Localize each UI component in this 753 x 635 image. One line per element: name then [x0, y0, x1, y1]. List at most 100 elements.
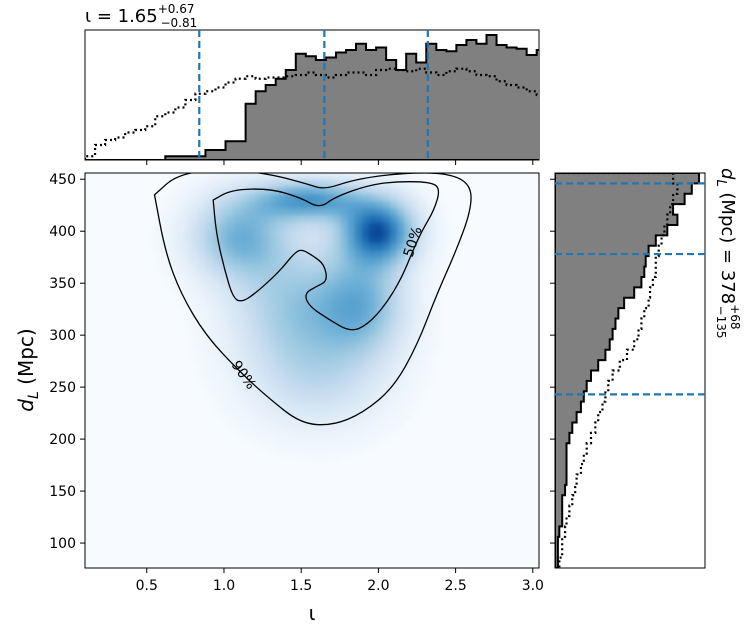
heatmap-cell — [290, 328, 299, 336]
heatmap-cell — [283, 222, 292, 231]
heatmap-cell — [219, 208, 228, 216]
heatmap-cell — [319, 448, 327, 456]
heatmap-cell — [304, 356, 313, 365]
heatmap-cell — [425, 349, 434, 357]
heatmap-cell — [411, 271, 419, 280]
heatmap-cell — [276, 264, 285, 273]
heatmap-cell — [283, 187, 292, 195]
heatmap-cell — [241, 208, 249, 216]
heatmap-cell — [205, 229, 214, 238]
heatmap-cell — [241, 278, 249, 287]
heatmap-cell — [425, 250, 434, 259]
heatmap-cell — [205, 250, 214, 259]
heatmap-cell — [432, 299, 441, 308]
heatmap-cell — [205, 264, 214, 273]
heatmap-cell — [226, 229, 235, 238]
heatmap-cell — [326, 215, 334, 223]
y-tick-label: 450 — [49, 172, 76, 188]
heatmap-cell — [312, 398, 320, 407]
heatmap-cell — [397, 328, 405, 336]
heatmap-cell — [276, 441, 285, 449]
heatmap-cell — [191, 180, 200, 188]
heatmap-cell — [347, 208, 356, 216]
heatmap-cell — [205, 321, 214, 329]
heatmap-cell — [241, 405, 249, 414]
heatmap-cell — [269, 335, 278, 343]
heatmap-cell — [226, 349, 235, 357]
heatmap-cell — [404, 250, 412, 259]
heatmap-cell — [297, 250, 306, 259]
heatmap-cell — [347, 426, 356, 435]
heatmap-cell — [304, 187, 313, 195]
heatmap-cell — [382, 426, 391, 435]
heatmap-cell — [361, 285, 370, 294]
heatmap-cell — [418, 384, 427, 393]
heatmap-cell — [404, 363, 412, 372]
heatmap-cell — [297, 349, 306, 357]
heatmap-cell — [354, 278, 363, 287]
heatmap-cell — [290, 194, 299, 202]
heatmap-cell — [241, 243, 249, 252]
heatmap-cell — [418, 314, 427, 322]
heatmap-cell — [404, 173, 412, 181]
heatmap-cell — [255, 426, 263, 435]
heatmap-cell — [212, 278, 221, 287]
heatmap-cell — [262, 321, 271, 329]
heatmap-cell — [148, 243, 157, 252]
heatmap-cell — [184, 285, 192, 294]
heatmap-cell — [319, 455, 327, 463]
heatmap-cell — [283, 328, 292, 336]
heatmap-cell — [269, 412, 278, 421]
heatmap-cell — [191, 194, 200, 202]
heatmap-cell — [283, 243, 292, 252]
heatmap-cell — [390, 342, 398, 350]
heatmap-cell — [368, 342, 377, 350]
heatmap-cell — [269, 448, 278, 456]
heatmap-cell — [297, 412, 306, 421]
heatmap-cell — [397, 180, 405, 188]
heatmap-cell — [255, 377, 263, 386]
heatmap-cell — [198, 194, 207, 202]
heatmap-cell — [375, 208, 384, 216]
heatmap-cell — [418, 264, 427, 273]
heatmap-cell — [411, 384, 419, 393]
heatmap-cell — [326, 391, 334, 400]
heatmap-cell — [248, 285, 256, 294]
heatmap-cell — [368, 356, 377, 365]
heatmap-cell — [333, 377, 341, 386]
heatmap-cell — [397, 349, 405, 357]
heatmap-cell — [226, 307, 235, 315]
heatmap-cell — [446, 222, 455, 231]
heatmap-cell — [219, 377, 228, 386]
heatmap-cell — [262, 229, 271, 238]
heatmap-cell — [411, 285, 419, 294]
heatmap-cell — [354, 236, 363, 245]
heatmap-cell — [219, 201, 228, 209]
heatmap-cell — [241, 342, 249, 350]
heatmap-cell — [248, 328, 256, 336]
heatmap-cell — [184, 229, 192, 238]
heatmap-cell — [425, 307, 434, 315]
heatmap-cell — [255, 321, 263, 329]
heatmap-cell — [170, 243, 178, 252]
heatmap-cell — [375, 264, 384, 273]
heatmap-cell — [354, 363, 363, 372]
heatmap-cell — [411, 328, 419, 336]
heatmap-cell — [262, 201, 271, 209]
heatmap-cell — [361, 180, 370, 188]
heatmap-cell — [170, 208, 178, 216]
heatmap-cell — [319, 180, 327, 188]
heatmap-cell — [276, 448, 285, 456]
heatmap-cell — [333, 391, 341, 400]
heatmap-cell — [191, 271, 200, 280]
heatmap-cell — [333, 448, 341, 456]
heatmap-cell — [233, 285, 242, 294]
heatmap-cell — [255, 391, 263, 400]
heatmap-cell — [382, 335, 391, 343]
heatmap-cell — [297, 285, 306, 294]
heatmap-cell — [375, 236, 384, 245]
heatmap-cell — [397, 194, 405, 202]
heatmap-cell — [411, 349, 419, 357]
heatmap-cell — [340, 299, 349, 308]
heatmap-cell — [233, 391, 242, 400]
